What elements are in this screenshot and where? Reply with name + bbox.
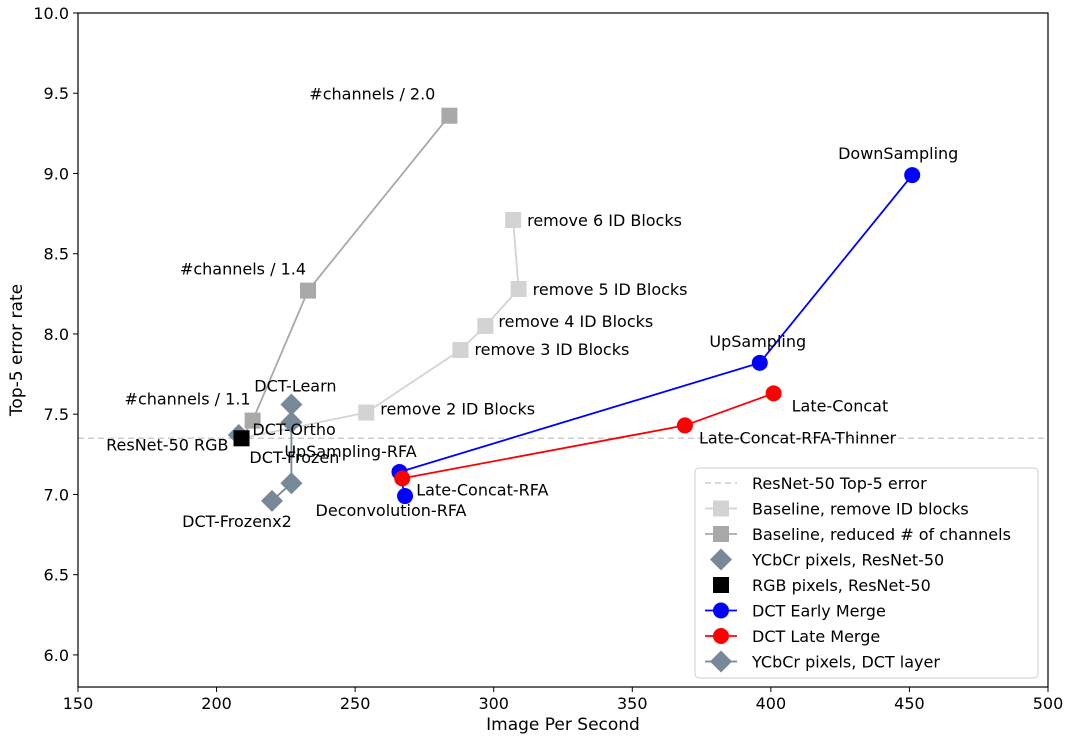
series-0-point-5: [505, 212, 522, 229]
y-tick-label-2: 7.0: [44, 485, 69, 504]
legend-label-5: DCT Early Merge: [752, 602, 886, 621]
legend-label-6: DCT Late Merge: [752, 627, 880, 646]
annotation-17: Late-Concat-RFA-Thinner: [699, 428, 897, 447]
y-tick-label-8: 10.0: [33, 4, 69, 23]
legend-marker-4: [713, 577, 729, 593]
x-axis-label: Image Per Second: [486, 715, 640, 735]
series-0-point-4: [510, 281, 527, 298]
annotation-2: #channels / 1.1: [125, 390, 251, 409]
legend-marker-5: [713, 602, 729, 619]
y-tick-label-5: 8.5: [44, 245, 69, 264]
legend-marker-3: [710, 548, 732, 571]
annotation-13: DownSampling: [838, 144, 958, 163]
annotation-1: #channels / 1.4: [180, 260, 306, 279]
legend-label-1: Baseline, remove ID blocks: [752, 500, 969, 519]
legend-frame: [694, 467, 1039, 679]
legend-label-4: RGB pixels, ResNet-50: [752, 576, 931, 595]
x-tick-label-5: 400: [756, 694, 787, 713]
x-tick-label-0: 150: [63, 694, 94, 713]
legend: ResNet-50 Top-5 error Baseline, remove ID…: [694, 467, 1039, 679]
y-tick-label-1: 6.5: [44, 566, 69, 585]
series-5-point-1: [676, 417, 693, 434]
series-6-point-2: [280, 411, 303, 434]
series-5-point-2: [765, 385, 782, 402]
series-line-1: [240, 115, 451, 439]
annotation-11: DCT-Frozen: [249, 448, 339, 467]
x-tick-label-7: 500: [1033, 694, 1064, 713]
x-tick-label-2: 250: [340, 694, 371, 713]
series-6-point-0: [261, 489, 283, 512]
legend-label-7: YCbCr pixels, DCT layer: [751, 653, 940, 672]
series-1-point-1: [244, 412, 261, 429]
x-tick-label-4: 350: [617, 694, 648, 713]
annotation-3: remove 6 ID Blocks: [527, 211, 682, 230]
x-tick-label-1: 200: [201, 694, 232, 713]
series-1-point-3: [441, 107, 458, 124]
series-4-point-2: [751, 354, 768, 371]
annotation-5: remove 4 ID Blocks: [498, 312, 653, 331]
annotation-12: DCT-Frozenx2: [182, 512, 292, 531]
annotation-19: Deconvolution-RFA: [316, 501, 467, 520]
annotation-14: UpSampling: [709, 332, 806, 351]
legend-marker-2: [713, 526, 729, 542]
legend-label-3: YCbCr pixels, ResNet-50: [751, 551, 944, 570]
series-line-0: [241, 219, 520, 440]
series-5-point-0: [394, 470, 411, 487]
series-0-point-2: [452, 342, 469, 358]
series-0-point-1: [358, 404, 375, 421]
legend-marker-6: [713, 628, 729, 644]
annotation-16: Late-Concat: [792, 396, 889, 415]
plot-area: #channels / 2.0 #channels / 1.4 #channels …: [78, 85, 1048, 531]
x-tick-label-6: 450: [894, 694, 925, 713]
y-tick-label-4: 8.0: [44, 325, 69, 344]
series-4-point-0: [397, 488, 414, 505]
series-1-point-2: [300, 282, 317, 299]
y-tick-label-7: 9.5: [44, 84, 69, 103]
annotation-15: UpSampling-RFA: [284, 442, 416, 461]
annotation-7: remove 2 ID Blocks: [380, 400, 535, 419]
legend-label-2: Baseline, reduced # of channels: [752, 525, 1011, 544]
axes-frame: [77, 12, 1049, 688]
annotation-0: #channels / 2.0: [309, 85, 435, 104]
annotation-6: remove 3 ID Blocks: [474, 340, 629, 359]
series-3-point-0: [233, 430, 250, 447]
series-6-point-1: [280, 472, 303, 495]
y-tick-label-6: 9.0: [44, 164, 69, 183]
y-tick-label-0: 6.0: [44, 646, 69, 665]
annotation-18: Late-Concat-RFA: [416, 480, 548, 499]
annotation-10: DCT-Ortho: [252, 420, 335, 439]
x-tick-label-3: 300: [478, 694, 509, 713]
annotation-4: remove 5 ID Blocks: [533, 280, 688, 299]
legend-marker-7: [710, 650, 732, 673]
legend-marker-1: [713, 500, 729, 517]
axes: 150 200 250 300 350 400 450 500 6.0 6.5 7.0 7.5 8.0 8…: [7, 4, 1063, 735]
series-6-point-3: [280, 393, 303, 416]
legend-label-0: ResNet-50 Top-5 error: [752, 474, 927, 493]
series-4-point-3: [904, 167, 921, 184]
annotation-9: DCT-Learn: [254, 377, 336, 396]
series-0-point-3: [477, 317, 494, 334]
y-axis-label: Top-5 error rate: [7, 284, 27, 417]
y-tick-label-3: 7.5: [44, 405, 69, 424]
annotation-8: ResNet-50 RGB: [106, 435, 228, 454]
